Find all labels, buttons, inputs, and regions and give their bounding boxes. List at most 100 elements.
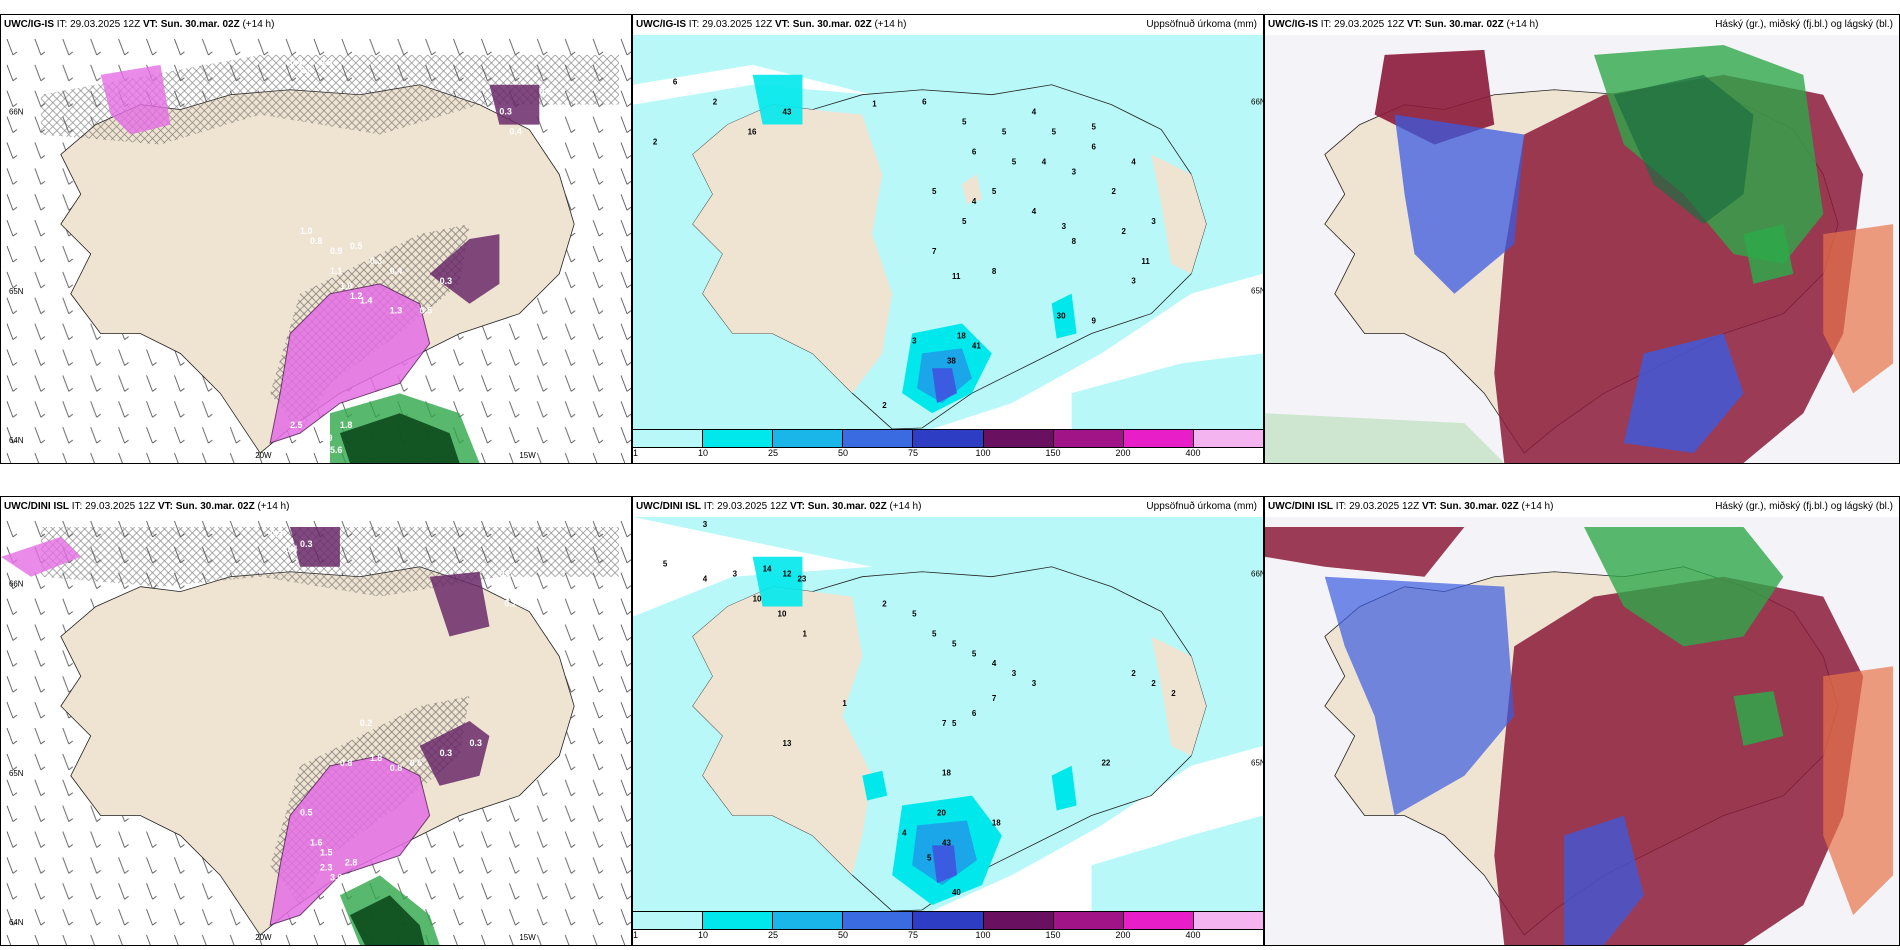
vt-value: Sun. 30.mar. 02Z xyxy=(792,19,872,30)
color-legend: 1 10 25 50 75 100 150 200 400 xyxy=(633,429,1263,463)
precip-value-label: 20 xyxy=(937,808,946,817)
precip-value-label: 3 xyxy=(1032,679,1037,688)
precip-value-label: 0.4 xyxy=(509,127,521,137)
precip-value-label: 1.2 xyxy=(350,291,362,301)
precip-value-label: 4 xyxy=(1032,207,1037,216)
precip-value-label: 5 xyxy=(952,719,957,728)
legend-label: 10 xyxy=(697,930,708,940)
lat-label: 65N xyxy=(9,769,24,778)
precip-value-label: 1.8 xyxy=(370,753,382,763)
lat-label: 66N xyxy=(1251,570,1263,579)
precip-value-label: 7 xyxy=(942,719,947,728)
precip-value-label: 0.5 xyxy=(410,758,422,768)
vt-label: VT: xyxy=(789,501,805,512)
map-accumulated-precip: 3 5 4 3 14 12 23 10 10 2 5 1 5 5 5 4 3 3 7 6 5 2 2 2 13 7 18 20 43 18… xyxy=(633,517,1263,911)
legend-label: 100 xyxy=(975,930,991,940)
legend-label: 10 xyxy=(697,448,708,458)
legend-labels: 1 10 25 50 75 100 150 200 400 xyxy=(633,448,1263,460)
precip-value-label: 7 xyxy=(992,694,997,703)
vt-label: VT: xyxy=(1406,19,1422,30)
panel-title: Háský (gr.), miðský (fj.bl.) og lágský (… xyxy=(1715,501,1893,512)
model-name: UWC/IG-IS xyxy=(1268,19,1318,30)
precip-value-label: 1.3 xyxy=(390,306,402,316)
legend-label: 1 xyxy=(633,930,639,940)
precip-value-label: 0.9 xyxy=(330,246,342,256)
precip-value-label: 0.4 xyxy=(300,65,312,75)
panel-top-right: UWC/IG-IS IT: 29.03.2025 12Z VT: Sun. 30… xyxy=(1264,14,1900,464)
snow-area-magenta xyxy=(269,755,431,926)
precip-value-label: 10 xyxy=(778,610,787,619)
vt-label: VT: xyxy=(1421,501,1437,512)
precip-labels: 0.40.40.30.20.30.41.00.80.9 0.50.30.41.11… xyxy=(290,57,552,455)
precip-value-label: 40 xyxy=(952,888,961,897)
precip-value-label: 0.4 xyxy=(285,544,297,554)
precip-value-label: 0.4 xyxy=(290,57,302,67)
it-label: IT: xyxy=(56,19,68,30)
legend-label: 400 xyxy=(1185,930,1201,940)
legend-bar xyxy=(633,911,1263,930)
precip-value-label: 5 xyxy=(1092,123,1097,132)
legend-label: 150 xyxy=(1045,930,1061,940)
precip-value-label: 4 xyxy=(1131,157,1136,166)
precip-value-label: 18 xyxy=(957,331,966,340)
lead-time: (+14 h) xyxy=(889,501,922,512)
legend-label: 50 xyxy=(837,930,849,940)
precip-value-label: 1.0 xyxy=(340,281,352,291)
precip-value-label: 0.5 xyxy=(350,241,362,251)
precip-value-label: 5 xyxy=(1052,128,1057,137)
precip-value-label: 14 xyxy=(763,565,772,574)
it-value: 29.03.2025 12Z xyxy=(1334,19,1405,30)
lead-time: (+14 h) xyxy=(242,19,275,30)
lat-label: 65N xyxy=(1251,759,1263,768)
legend-label: 400 xyxy=(1185,448,1201,458)
precip-value-label: 2 xyxy=(1151,679,1156,688)
precip-value-label: 0.3 xyxy=(320,57,332,67)
legend-label: 50 xyxy=(837,448,849,458)
precip-value-label: 11 xyxy=(1141,257,1150,266)
map-cloud-cover xyxy=(1265,35,1899,463)
panel-title: Háský (gr.), miðský (fj.bl.) og lágský (… xyxy=(1715,19,1893,30)
model-name: UWC/IG-IS xyxy=(4,19,54,30)
snow-area-magenta xyxy=(269,283,431,444)
lead-time: (+14 h) xyxy=(874,19,907,30)
precip-value-label: 3 xyxy=(703,520,708,529)
map-snow-wind: 0.4 0.4 0.3 0.2 0.3 0.4 1.0 0.8 0.9 0.5 0.3 0.4 1.1 1… xyxy=(1,35,631,463)
precip-value-label: 2.3 xyxy=(320,862,332,872)
precip-value-label: 5 xyxy=(962,217,967,226)
it-value: 29.03.2025 12Z xyxy=(702,19,773,30)
legend-label: 25 xyxy=(767,930,778,940)
precip-value-label: 4 xyxy=(972,197,977,206)
precip-value-label: 2.8 xyxy=(345,857,357,867)
vt-label: VT: xyxy=(142,19,158,30)
vt-value: Sun. 30.mar. 02Z xyxy=(807,501,887,512)
vt-value: Sun. 30.mar. 02Z xyxy=(1439,501,1519,512)
legend-swatch xyxy=(843,430,914,447)
it-value: 29.03.2025 12Z xyxy=(70,19,141,30)
precip-value-label: 5 xyxy=(663,560,668,569)
precip-value-label: 1.1 xyxy=(330,266,342,276)
precip-value-label: 41 xyxy=(972,341,981,350)
panel-top-left: UWC/IG-IS IT: 29.03.2025 12Z VT: Sun. 30… xyxy=(0,14,632,464)
precip-value-label: 0.3 xyxy=(270,529,282,539)
precip-value-label: 6 xyxy=(1092,142,1097,151)
precip-value-label: 2 xyxy=(882,600,887,609)
precip-labels: 0.30.4 0.30.20.90.20.20.8 1.80.8 0.50.30.30… xyxy=(270,529,522,882)
precip-value-label: 0.4 xyxy=(390,266,402,276)
precip-value-label: 18 xyxy=(942,769,951,778)
legend-labels: 1 10 25 50 75 100 150 200 400 xyxy=(633,930,1263,942)
legend-label: 200 xyxy=(1115,448,1131,458)
precip-value-label: 5 xyxy=(992,187,997,196)
model-name: UWC/DINI ISL xyxy=(636,501,701,512)
it-label: IT: xyxy=(1320,19,1332,30)
precip-value-label: 13 xyxy=(783,739,792,748)
vt-value: Sun. 30.mar. 02Z xyxy=(1424,19,1504,30)
lead-time: (+14 h) xyxy=(1521,501,1554,512)
map-cloud-cover xyxy=(1265,517,1899,945)
precip-value-label: 2 xyxy=(713,98,718,107)
precip-value-label: 0.5 xyxy=(300,808,312,818)
precip-value-label: 0.3 xyxy=(370,256,382,266)
precip-value-label: 5 xyxy=(952,639,957,648)
precip-value-label: 3 xyxy=(1131,277,1136,286)
precip-value-label: 0.3 xyxy=(440,748,452,758)
